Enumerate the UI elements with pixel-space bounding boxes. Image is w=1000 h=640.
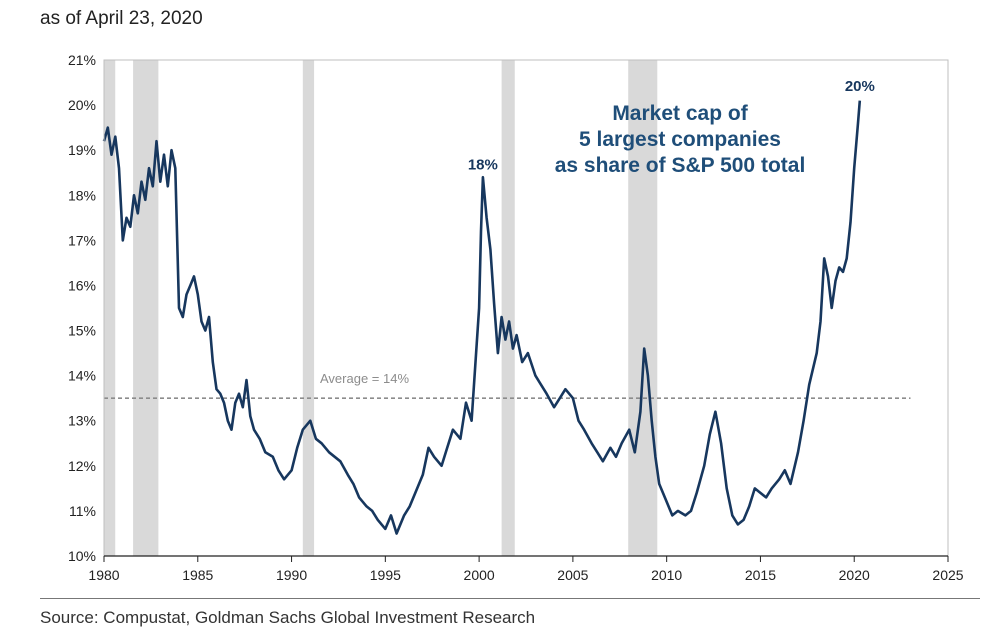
x-tick-label: 2010 xyxy=(651,567,682,583)
chart-title-line: 5 largest companies xyxy=(579,128,781,151)
y-tick-label: 14% xyxy=(68,368,96,384)
recession-band xyxy=(628,60,658,556)
average-label: Average = 14% xyxy=(320,371,409,386)
axis-ticks: 1980 1985 1990 1995 2000 2005 2010 2015 2020 2025… xyxy=(68,52,964,583)
y-tick-label: 21% xyxy=(68,52,96,68)
data-label: 18% xyxy=(468,157,498,174)
y-tick-label: 15% xyxy=(68,323,96,339)
x-tick-label: 1980 xyxy=(88,567,119,583)
y-tick-label: 18% xyxy=(68,187,96,203)
annotations: 18% 20% xyxy=(468,78,875,174)
x-tick-label: 2015 xyxy=(745,567,776,583)
y-tick-label: 10% xyxy=(68,548,96,564)
recession-band xyxy=(302,60,315,556)
y-tick-label: 16% xyxy=(68,277,96,293)
y-tick-label: 20% xyxy=(68,97,96,113)
x-tick-label: 2000 xyxy=(464,567,495,583)
y-tick-label: 17% xyxy=(68,232,96,248)
chart-subtitle: as of April 23, 2020 xyxy=(40,8,203,29)
recession-band xyxy=(104,60,116,556)
chart-title-line: Market cap of xyxy=(612,102,748,125)
x-tick-label: 1995 xyxy=(370,567,401,583)
data-label: 20% xyxy=(845,78,875,95)
x-tick-label: 1990 xyxy=(276,567,307,583)
series-line xyxy=(102,100,862,535)
y-tick-label: 19% xyxy=(68,142,96,158)
x-tick-label: 2020 xyxy=(839,567,870,583)
recession-band xyxy=(133,60,159,556)
x-tick-label: 1985 xyxy=(182,567,213,583)
chart-title-line: as share of S&P 500 total xyxy=(555,154,806,177)
y-tick-label: 12% xyxy=(68,458,96,474)
footer-rule xyxy=(40,598,980,599)
x-tick-label: 2025 xyxy=(932,567,963,583)
y-tick-label: 11% xyxy=(69,503,96,519)
recession-band xyxy=(501,60,515,556)
y-tick-label: 13% xyxy=(68,413,96,429)
x-tick-label: 2005 xyxy=(557,567,588,583)
source-note: Source: Compustat, Goldman Sachs Global … xyxy=(40,608,536,627)
recession-bands xyxy=(104,60,658,556)
chart-title: Market cap of 5 largest companies as sha… xyxy=(555,102,806,177)
